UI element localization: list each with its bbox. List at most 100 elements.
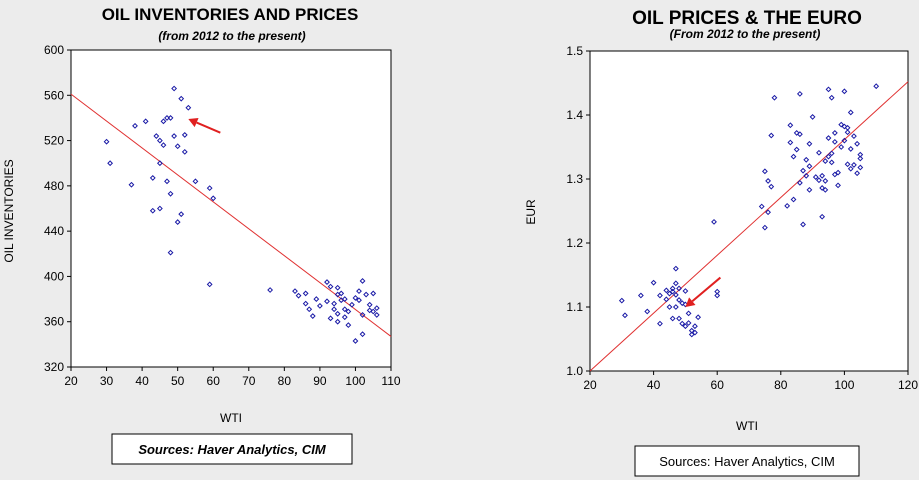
chart-2-data-point — [816, 149, 822, 156]
chart-2-data-point — [819, 172, 826, 179]
chart-2-source-box — [634, 445, 860, 477]
chart-2-xtick-label: 120 — [898, 378, 918, 392]
chart-2-data-point — [669, 285, 676, 292]
chart-1-data-point — [331, 300, 338, 307]
chart-2-data-point — [692, 323, 698, 330]
chart-2-data-point — [676, 297, 682, 303]
chart-1-xlabel: WTI — [220, 411, 242, 425]
chart-1-source: Sources: Haver Analytics, CIM — [138, 442, 327, 457]
chart-2-data-point — [669, 315, 676, 322]
chart-1-data-point — [366, 301, 373, 308]
chart-2-ytick-label: 1.2 — [566, 236, 583, 250]
chart-1-data-point — [370, 290, 377, 297]
chart-2-data-point — [768, 183, 775, 190]
chart-1-data-point — [164, 178, 170, 185]
chart-2-data-point — [679, 320, 686, 327]
chart-2-ytick-label: 1.0 — [566, 364, 583, 378]
chart-1-ytick-label: 320 — [44, 360, 64, 374]
chart-1-data-point — [356, 288, 362, 295]
chart-2-data-point — [800, 167, 806, 174]
chart-2-data-point — [793, 130, 800, 136]
chart-1-data-point — [160, 118, 167, 125]
chart-1-data-point — [295, 292, 302, 299]
chart-1-data-point — [316, 302, 323, 309]
chart-2-data-point — [841, 123, 848, 130]
chart-2-data-point — [854, 170, 861, 177]
chart-1-data-point — [359, 331, 366, 338]
chart-2-ylabel: EUR — [524, 199, 538, 225]
chart-2-arrow-shaft — [691, 276, 722, 302]
chart-2-data-point — [822, 158, 829, 164]
chart-1-ytick-label: 480 — [44, 179, 64, 193]
chart-1-data-point — [149, 207, 156, 214]
chart-1-xtick-label: 40 — [135, 374, 149, 388]
chart-1-xtick-label: 110 — [381, 374, 400, 388]
chart-2-data-point — [682, 323, 689, 330]
chart-1-data-point — [156, 205, 163, 212]
chart-2-data-point — [828, 159, 835, 166]
chart-2-data-point — [790, 196, 797, 203]
chart-1-data-point — [174, 143, 181, 150]
chart-2-data-point — [816, 177, 822, 184]
chart-1-data-point — [334, 310, 341, 317]
chart-1-data-point — [171, 133, 178, 139]
chart-1-ylabel: OIL INVENTORIES — [2, 159, 16, 262]
chart-2-data-point — [831, 138, 838, 145]
chart-2-data-point — [663, 287, 670, 294]
chart-2-data-point — [784, 202, 791, 209]
chart-1-data-point — [338, 290, 345, 297]
chart-2-data-point — [761, 224, 768, 231]
chart-2-data-point — [851, 162, 857, 168]
chart-2-data-point — [790, 153, 797, 160]
chart-2-data-point — [812, 174, 819, 180]
chart-2-data-point — [672, 304, 679, 310]
chart-2-data-point — [806, 163, 813, 170]
chart-2-data-point — [825, 135, 832, 141]
chart-2-data-point — [685, 310, 692, 317]
chart-1-data-point — [313, 296, 320, 302]
chart-2-data-point — [857, 164, 864, 171]
chart-2-data-point — [714, 288, 721, 295]
chart-2-ytick-label: 1.4 — [566, 108, 583, 122]
chart-1-data-point — [178, 95, 185, 102]
chart-1-ytick-label: 560 — [44, 88, 64, 102]
chart-2-data-point — [819, 185, 826, 191]
chart-2-data-point — [676, 285, 682, 292]
chart-2-data-point — [644, 308, 651, 315]
chart-2-data-point — [857, 155, 864, 162]
chart-2-xtick-label: 60 — [711, 378, 725, 392]
chart-1-data-point — [334, 318, 341, 325]
chart-1-data-point — [373, 312, 380, 318]
chart-2-data-point — [765, 209, 771, 216]
chart-1-data-point — [327, 283, 334, 290]
chart-2-data-point — [841, 137, 848, 144]
chart-1-data-point — [267, 287, 274, 293]
chart-1-xtick-label: 50 — [171, 374, 185, 388]
chart-2-ytick-label: 1.5 — [566, 44, 583, 58]
chart-1-data-point — [302, 300, 309, 307]
chart-1-data-point — [359, 312, 366, 318]
chart-1-data-point — [156, 137, 163, 144]
chart-inventories: OIL INVENTORIES AND PRICES (from 2012 to… — [2, 5, 401, 465]
chart-1-xtick-label: 100 — [345, 374, 365, 388]
chart-2-data-point — [847, 146, 854, 152]
chart-1-data-point — [142, 118, 149, 125]
chart-1-data-point — [210, 195, 217, 202]
chart-1-xtick-label: 90 — [313, 374, 327, 388]
chart-1-points-group — [103, 85, 380, 344]
chart-2-points-group — [618, 83, 880, 338]
chart-2-data-point — [838, 121, 845, 128]
chart-1-ytick-label: 400 — [44, 269, 64, 283]
chart-2-data-point — [765, 178, 771, 184]
chart-2-data-point — [787, 122, 794, 129]
chart-2-data-point — [803, 172, 810, 179]
chart-2-data-point — [758, 203, 765, 210]
chart-2-data-point — [657, 292, 663, 299]
chart-2-data-point — [847, 165, 854, 172]
chart-1-data-point — [149, 175, 156, 181]
chart-2-data-point — [657, 320, 663, 327]
chart-2-data-point — [825, 86, 832, 93]
chart-1-xtick-label: 80 — [278, 374, 292, 388]
chart-1-plot-area — [70, 49, 392, 368]
chart-2-data-point — [663, 296, 670, 303]
